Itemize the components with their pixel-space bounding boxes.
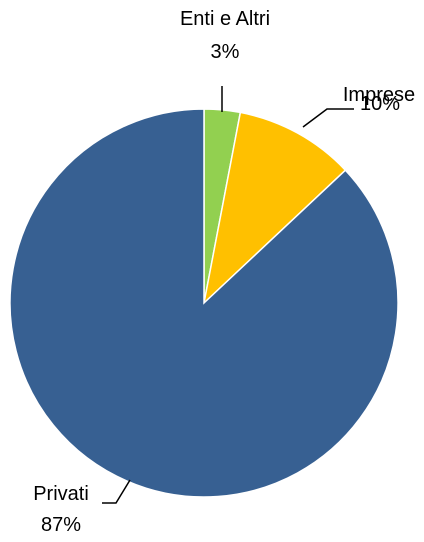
- slice-label-enti: Enti e Altri: [180, 8, 270, 30]
- pie-slices: [9, 108, 399, 498]
- leader-line-privati: [102, 479, 131, 504]
- slice-label-privati: Privati: [33, 483, 89, 505]
- slice-value-enti: 3%: [211, 41, 240, 63]
- pie-slice-imprese: [202, 111, 347, 306]
- slice-value-imprese: 10%: [360, 93, 400, 115]
- pie-slice-privati: [9, 108, 399, 498]
- slice-value-privati: 87%: [41, 514, 81, 536]
- leader-line-imprese: [302, 108, 354, 128]
- slice-label-imprese: Imprese: [343, 84, 415, 106]
